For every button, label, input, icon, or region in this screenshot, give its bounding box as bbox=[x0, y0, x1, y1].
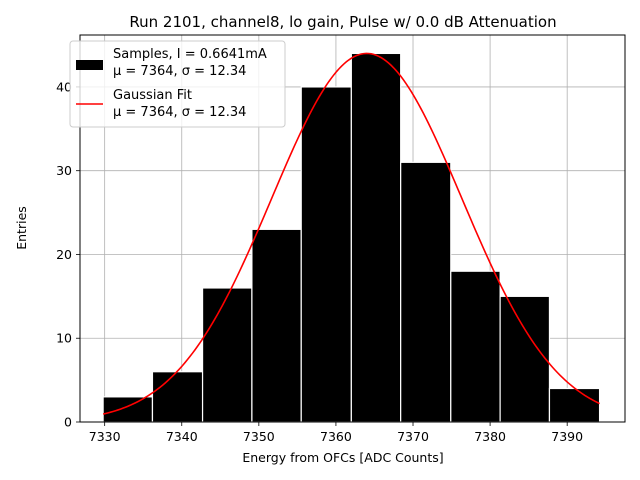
histogram-bar-5 bbox=[350, 52, 402, 423]
histogram-bar-7 bbox=[450, 270, 501, 423]
gaussian-fit-layer bbox=[102, 52, 600, 415]
x-axis-label: Energy from OFCs [ADC Counts] bbox=[242, 450, 443, 465]
legend-fit-stats: μ = 7364, σ = 12.34 bbox=[113, 105, 246, 120]
histogram-bar-1 bbox=[151, 371, 204, 423]
y-axis-label: Entries bbox=[14, 206, 29, 250]
y-tick-label-1: 10 bbox=[56, 331, 72, 346]
histogram-bar-8 bbox=[499, 295, 551, 423]
histogram-bar-6 bbox=[400, 161, 452, 423]
x-tick-label-2: 7350 bbox=[243, 429, 275, 444]
histogram-bar-0 bbox=[102, 396, 154, 423]
plot-frame bbox=[79, 34, 626, 423]
histogram-bar-9 bbox=[548, 387, 601, 423]
x-tick-label-0: 7330 bbox=[89, 429, 121, 444]
x-tick-label-4: 7370 bbox=[397, 429, 429, 444]
chart-title: Run 2101, channel8, lo gain, Pulse w/ 0.… bbox=[129, 13, 556, 31]
x-axis-ticks: 7330 7340 7350 7360 7370 7380 7390 bbox=[89, 422, 583, 444]
legend: Samples, I = 0.6641mA μ = 7364, σ = 12.3… bbox=[69, 40, 286, 128]
y-tick-label-3: 30 bbox=[56, 163, 72, 178]
y-tick-label-2: 20 bbox=[56, 247, 72, 262]
x-tick-label-1: 7340 bbox=[166, 429, 198, 444]
histogram-bar-4 bbox=[300, 86, 352, 423]
x-tick-label-3: 7360 bbox=[320, 429, 352, 444]
legend-samples-label: Samples, I = 0.6641mA bbox=[113, 47, 267, 62]
x-tick-label-5: 7380 bbox=[474, 429, 506, 444]
y-axis-ticks: 0 10 20 30 40 bbox=[56, 79, 80, 430]
y-tick-label-0: 0 bbox=[64, 415, 72, 430]
x-tick-label-6: 7390 bbox=[551, 429, 583, 444]
legend-box bbox=[69, 40, 286, 128]
histogram-bar-2 bbox=[201, 287, 253, 423]
legend-samples-swatch bbox=[76, 60, 103, 70]
legend-fit-label: Gaussian Fit bbox=[113, 88, 192, 103]
y-tick-label-4: 40 bbox=[56, 79, 72, 94]
histogram-bar-3 bbox=[251, 228, 302, 423]
legend-samples-stats: μ = 7364, σ = 12.34 bbox=[113, 64, 246, 79]
histogram-bars bbox=[102, 52, 601, 423]
gaussian-fit-line bbox=[102, 52, 600, 415]
